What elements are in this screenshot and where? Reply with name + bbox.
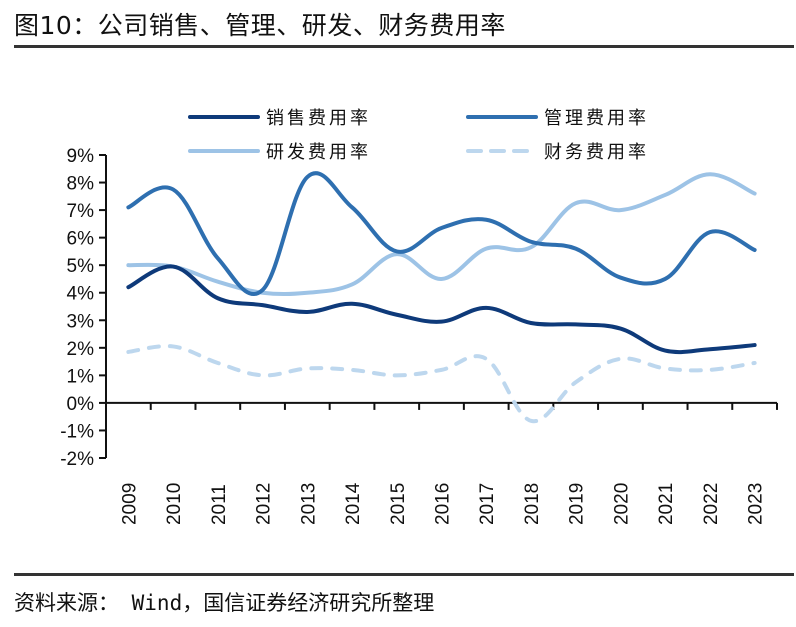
axes: 9% 8% 7% 6% 5% 4% 3% 2% 1% 0% -1% -2% 2009 2010 2011 20…: [60, 146, 778, 525]
y-tick-label: 3%: [67, 311, 95, 332]
x-tick-label: 2011: [209, 484, 230, 525]
series-line-3: [126, 344, 757, 423]
x-tick-label: 2016: [433, 483, 454, 525]
x-tick-label: 2019: [567, 483, 588, 525]
legend-label: 研发费用率: [266, 142, 371, 163]
y-tick-label: 9%: [67, 146, 95, 167]
x-tick-label: 2015: [388, 483, 409, 525]
x-tick-label: 2018: [522, 483, 543, 525]
figure-title: 图10：公司销售、管理、研发、财务费用率: [14, 11, 506, 40]
x-tick-label: 2023: [746, 483, 767, 525]
y-tick-label: 1%: [67, 366, 95, 387]
x-tick-label: 2020: [611, 483, 632, 525]
x-tick-label: 2017: [477, 483, 498, 525]
x-tick-label: 2012: [254, 483, 275, 525]
y-tick-label: 0%: [67, 394, 95, 415]
x-tick-label: 2013: [298, 483, 319, 525]
title-divider: [14, 45, 794, 48]
legend-label: 财务费用率: [544, 142, 649, 163]
x-tick-label: 2009: [119, 483, 140, 525]
y-tick-label: 2%: [67, 339, 95, 360]
y-tick-label: 7%: [67, 201, 95, 222]
y-tick-label: 6%: [67, 229, 95, 250]
x-tick-label: 2010: [164, 483, 185, 525]
y-tick-label: -2%: [60, 449, 94, 470]
x-tick-label: 2021: [656, 483, 677, 525]
series-line-1: [126, 171, 757, 296]
legend-label: 管理费用率: [544, 108, 649, 129]
legend-label: 销售费用率: [266, 108, 371, 129]
y-tick-label: 8%: [67, 174, 95, 195]
series-line-0: [126, 264, 757, 355]
series-lines: [126, 171, 757, 423]
y-tick-label: 5%: [67, 256, 95, 277]
source-divider: [14, 573, 794, 576]
source-note: 资料来源： Wind，国信证券经济研究所整理: [14, 591, 435, 615]
y-tick-label: -1%: [60, 421, 94, 442]
x-tick-label: 2022: [701, 483, 722, 525]
y-tick-label: 4%: [67, 284, 95, 305]
x-tick-label: 2014: [343, 482, 364, 525]
series-line-2: [126, 172, 757, 297]
